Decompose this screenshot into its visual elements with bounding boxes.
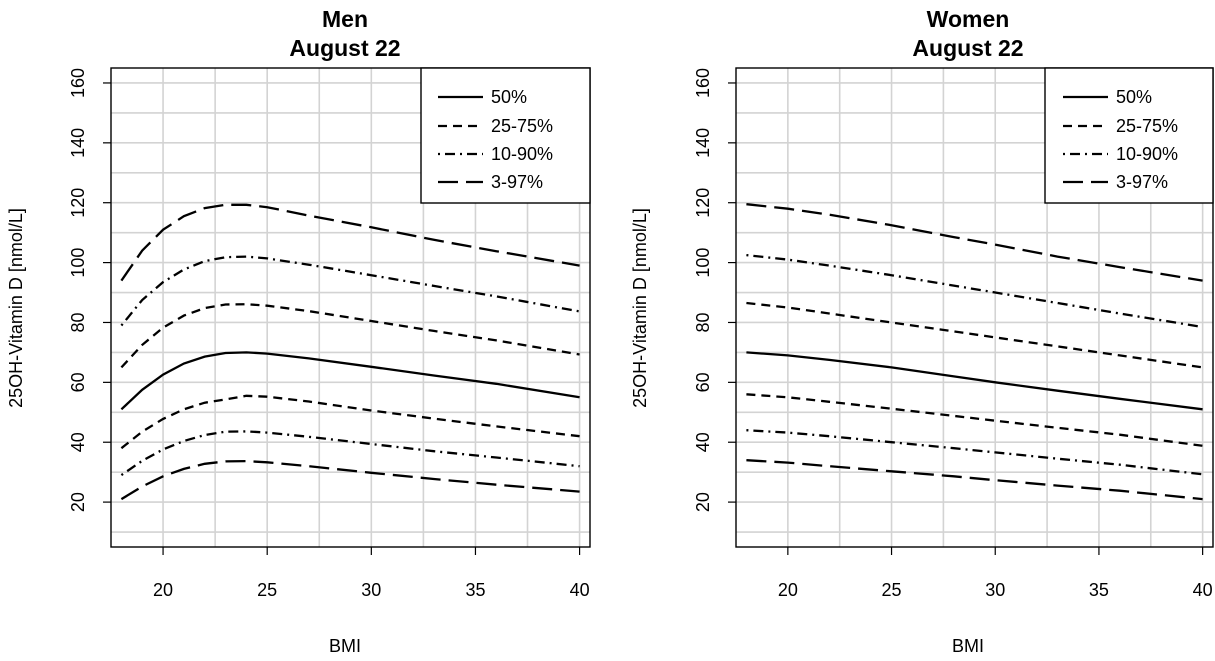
- legend: 50% 25-75% 10-90% 3-97%: [420, 67, 591, 204]
- chart-title: Women: [927, 6, 1010, 32]
- legend-label-3-97: 3-97%: [491, 172, 543, 192]
- y-tick-label: 100: [693, 248, 713, 278]
- series-line-10pct: [120, 430, 580, 477]
- y-tick-label: 160: [693, 68, 713, 98]
- men-chart-panel: Men August 22 BMI 25OH-Vitamin D [nmol/L…: [6, 6, 591, 656]
- x-tick-label: 35: [465, 580, 485, 600]
- x-tick-label: 25: [882, 580, 902, 600]
- series-line-10pct: [746, 429, 1203, 476]
- legend-label-50: 50%: [1116, 87, 1152, 107]
- x-tick-label: 35: [1089, 580, 1109, 600]
- series-line-3pct: [120, 459, 580, 501]
- y-tick-label: 40: [68, 432, 88, 452]
- x-axis-label: BMI: [952, 636, 984, 656]
- y-tick-label: 20: [68, 492, 88, 512]
- y-axis-label: 25OH-Vitamin D [nmol/L]: [6, 208, 26, 408]
- series-line-50pct: [746, 351, 1203, 411]
- y-tick-label: 140: [68, 128, 88, 158]
- y-tick-label: 80: [68, 312, 88, 332]
- x-axis-label: BMI: [329, 636, 361, 656]
- x-tick-label: 30: [361, 580, 381, 600]
- y-tick-label: 20: [693, 492, 713, 512]
- x-tick-label: 20: [778, 580, 798, 600]
- series-line-75pct: [120, 303, 580, 369]
- series-line-3pct: [746, 459, 1203, 501]
- x-tick-label: 30: [985, 580, 1005, 600]
- women-chart-panel: Women August 22 BMI 25OH-Vitamin D [nmol…: [630, 6, 1214, 656]
- y-tick-label: 100: [68, 248, 88, 278]
- legend-label-25-75: 25-75%: [1116, 116, 1178, 136]
- chart-title: Men: [322, 6, 368, 32]
- legend-label-50: 50%: [491, 87, 527, 107]
- y-tick-label: 60: [68, 372, 88, 392]
- legend-label-3-97: 3-97%: [1116, 172, 1168, 192]
- y-tick-label: 140: [693, 128, 713, 158]
- y-tick-label: 120: [68, 188, 88, 218]
- y-tick-label: 40: [693, 432, 713, 452]
- series-line-97pct: [120, 203, 580, 282]
- legend: 50% 25-75% 10-90% 3-97%: [1044, 67, 1214, 204]
- legend-label-10-90: 10-90%: [1116, 144, 1178, 164]
- x-tick-label: 40: [570, 580, 590, 600]
- legend-label-25-75: 25-75%: [491, 116, 553, 136]
- legend-box: [420, 67, 591, 204]
- chart-subtitle: August 22: [289, 35, 400, 61]
- x-tick-label: 40: [1193, 580, 1213, 600]
- series-line-90pct: [120, 255, 580, 327]
- legend-box: [1044, 67, 1214, 204]
- y-tick-label: 160: [68, 68, 88, 98]
- y-tick-label: 80: [693, 312, 713, 332]
- y-axis-label: 25OH-Vitamin D [nmol/L]: [630, 208, 650, 408]
- series-line-25pct: [746, 393, 1203, 447]
- y-tick-label: 60: [693, 372, 713, 392]
- plot-area: 20 25 30 35 40 20 40 60 80 100 120 140 160: [693, 67, 1214, 600]
- series-line-90pct: [746, 253, 1203, 329]
- x-tick-label: 20: [153, 580, 173, 600]
- chart-subtitle: August 22: [912, 35, 1023, 61]
- legend-label-10-90: 10-90%: [491, 144, 553, 164]
- x-tick-label: 25: [257, 580, 277, 600]
- y-tick-label: 120: [693, 188, 713, 218]
- plot-frame: [110, 67, 591, 548]
- series-line-50pct: [120, 351, 580, 411]
- plot-frame: [735, 67, 1214, 548]
- series-line-97pct: [746, 203, 1203, 282]
- series-line-25pct: [120, 394, 580, 450]
